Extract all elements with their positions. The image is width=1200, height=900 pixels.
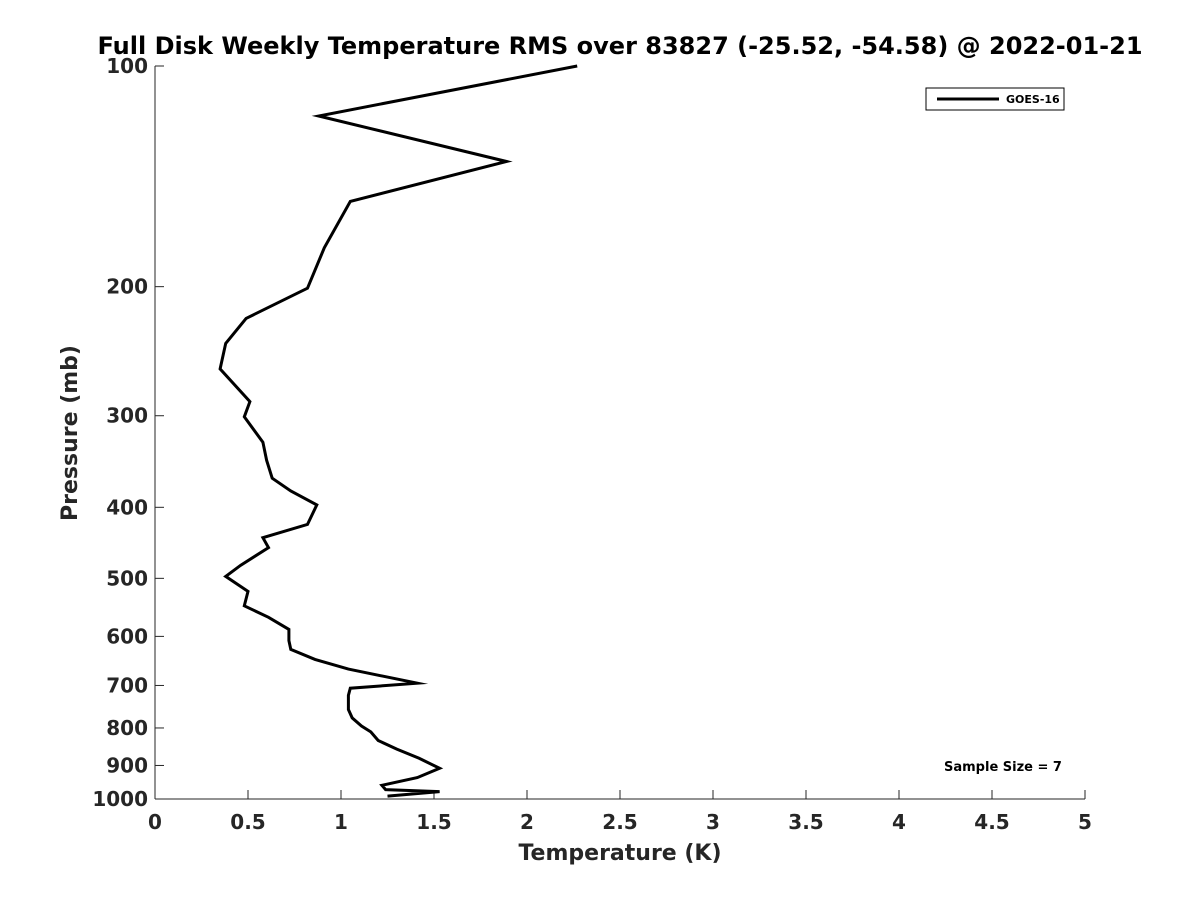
- x-tick-label: 4: [892, 810, 906, 834]
- y-tick-label: 1000: [92, 787, 148, 811]
- legend: GOES-16: [925, 87, 1065, 111]
- x-axis-label: Temperature (K): [518, 841, 721, 866]
- x-tick-label: 4.5: [974, 810, 1009, 834]
- series-line-goes-16: [218, 64, 578, 798]
- x-tick-label: 0: [148, 810, 162, 834]
- y-tick-label: 700: [106, 673, 148, 697]
- x-tick-label: 2.5: [602, 810, 637, 834]
- x-tick-label: 1: [334, 810, 348, 834]
- x-tick-label: 3.5: [788, 810, 823, 834]
- plot-area: 0 0.5 1 1.5 2 2.5 3 3.5 4 4.5 5 100 200 300 400 500 600 7…: [92, 54, 1092, 834]
- y-tick-label: 900: [106, 753, 148, 777]
- x-tick-label: 0.5: [230, 810, 265, 834]
- x-tick-label: 1.5: [416, 810, 451, 834]
- y-tick-label: 100: [106, 54, 148, 78]
- y-tick-label: 200: [106, 275, 148, 299]
- y-axis-label: Pressure (mb): [58, 345, 83, 521]
- sample-size-annotation: Sample Size = 7: [944, 760, 1062, 775]
- x-tick-label: 3: [706, 810, 720, 834]
- y-tick-label: 500: [106, 566, 148, 590]
- x-tick-label: 5: [1078, 810, 1092, 834]
- y-tick-label: 600: [106, 624, 148, 648]
- legend-label-goes-16: GOES-16: [1006, 93, 1060, 106]
- y-tick-label: 400: [106, 495, 148, 519]
- x-tick-label: 2: [520, 810, 534, 834]
- chart-title: Full Disk Weekly Temperature RMS over 83…: [97, 32, 1142, 60]
- y-tick-label: 300: [106, 404, 148, 428]
- y-tick-label: 800: [106, 716, 148, 740]
